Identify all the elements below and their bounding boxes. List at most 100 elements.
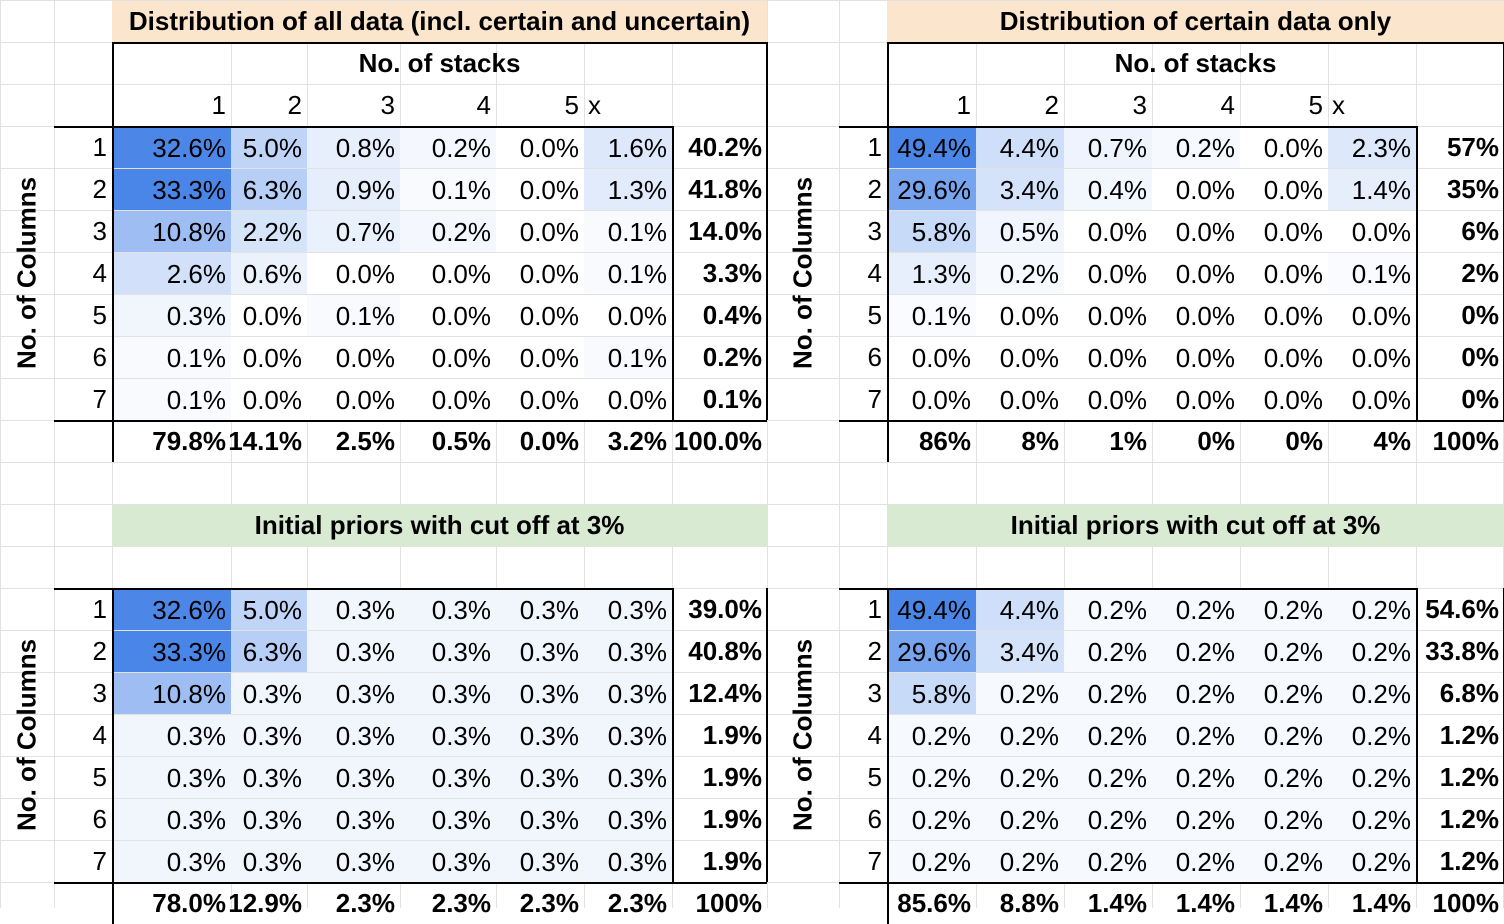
data-cell[interactable]: 0.0% [1152,379,1240,420]
data-cell[interactable]: 0.2% [1240,589,1328,630]
row-label[interactable]: 3 [92,678,107,708]
data-cell[interactable]: 5.0% [231,589,307,630]
data-cell[interactable]: 0.2% [1064,799,1152,840]
data-cell[interactable]: 0.0% [1240,379,1328,420]
data-cell[interactable]: 0.2% [1328,631,1416,672]
data-cell[interactable]: 0.0% [1064,337,1152,378]
data-cell[interactable]: 0.3% [400,757,496,798]
row-total[interactable]: 0.2% [702,342,762,372]
data-cell[interactable]: 0.0% [1152,253,1240,294]
column-header[interactable]: 3 [380,90,395,120]
data-cell[interactable]: 29.6% [887,169,976,210]
data-cell[interactable]: 0.3% [112,715,231,756]
row-label[interactable]: 6 [92,804,107,834]
column-total[interactable]: 2.5% [335,426,395,456]
data-cell[interactable]: 0.5% [976,211,1064,252]
data-cell[interactable]: 0.0% [1064,295,1152,336]
row-label[interactable]: 6 [867,804,882,834]
row-total[interactable]: 33.8% [1425,636,1499,666]
row-total[interactable]: 3.3% [702,258,762,288]
row-label[interactable]: 1 [92,594,107,624]
row-total[interactable]: 40.8% [688,636,762,666]
row-label[interactable]: 1 [867,594,882,624]
data-cell[interactable]: 0.3% [496,799,584,840]
data-cell[interactable]: 0.0% [496,337,584,378]
data-cell[interactable]: 0.0% [1240,253,1328,294]
data-cell[interactable]: 0.0% [496,211,584,252]
column-total[interactable]: 2.3% [431,888,491,918]
column-total[interactable]: 1% [1109,426,1147,456]
row-label[interactable]: 7 [92,846,107,876]
column-total[interactable]: 0% [1285,426,1323,456]
data-cell[interactable]: 0.3% [307,841,400,882]
row-label[interactable]: 2 [92,636,107,666]
column-total[interactable]: 0.0% [519,426,579,456]
column-total[interactable]: 8% [1021,426,1059,456]
data-cell[interactable]: 0.2% [1152,127,1240,168]
data-cell[interactable]: 0.3% [112,757,231,798]
column-total[interactable]: 2.3% [335,888,395,918]
data-cell[interactable]: 0.2% [887,757,976,798]
column-total[interactable]: 4% [1373,426,1411,456]
column-header[interactable]: 4 [476,90,491,120]
row-label[interactable]: 3 [92,216,107,246]
row-total[interactable]: 1.9% [702,804,762,834]
row-label[interactable]: 4 [867,720,882,750]
data-cell[interactable]: 0.3% [584,841,672,882]
data-cell[interactable]: 0.2% [1152,631,1240,672]
row-total[interactable]: 0% [1461,342,1499,372]
column-total[interactable]: 3.2% [607,426,667,456]
data-cell[interactable]: 0.2% [1328,715,1416,756]
data-cell[interactable]: 0.0% [1240,295,1328,336]
data-cell[interactable]: 0.3% [496,715,584,756]
data-cell[interactable]: 0.1% [112,337,231,378]
data-cell[interactable]: 0.0% [1064,379,1152,420]
data-cell[interactable]: 0.0% [1152,295,1240,336]
data-cell[interactable]: 0.3% [496,631,584,672]
row-total[interactable]: 41.8% [688,174,762,204]
column-header[interactable]: 5 [1308,90,1323,120]
data-cell[interactable]: 2.6% [112,253,231,294]
data-cell[interactable]: 0.3% [400,589,496,630]
data-cell[interactable]: 0.2% [887,841,976,882]
data-cell[interactable]: 0.8% [307,127,400,168]
data-cell[interactable]: 0.0% [400,295,496,336]
data-cell[interactable]: 0.1% [307,295,400,336]
row-total[interactable]: 35% [1446,174,1499,204]
data-cell[interactable]: 0.3% [584,715,672,756]
row-total[interactable]: 1.9% [702,762,762,792]
row-label[interactable]: 3 [867,216,882,246]
data-cell[interactable]: 1.4% [1328,169,1416,210]
data-cell[interactable]: 0.2% [976,715,1064,756]
row-label[interactable]: 2 [867,636,882,666]
data-cell[interactable]: 0.0% [1240,169,1328,210]
data-cell[interactable]: 0.0% [1152,211,1240,252]
data-cell[interactable]: 0.0% [400,337,496,378]
column-total[interactable]: 100.0% [673,426,762,456]
row-total[interactable]: 1.9% [702,846,762,876]
column-header[interactable]: 2 [1044,90,1059,120]
data-cell[interactable]: 0.2% [1064,673,1152,714]
row-label[interactable]: 1 [92,132,107,162]
row-label[interactable]: 7 [867,846,882,876]
row-total[interactable]: 40.2% [688,132,762,162]
column-header[interactable]: x [588,90,601,120]
data-cell[interactable]: 0.2% [1328,799,1416,840]
data-cell[interactable]: 1.6% [584,127,672,168]
column-header[interactable]: 2 [287,90,302,120]
data-cell[interactable]: 0.7% [307,211,400,252]
data-cell[interactable]: 0.0% [1328,379,1416,420]
data-cell[interactable]: 0.0% [1240,127,1328,168]
data-cell[interactable]: 0.2% [1240,631,1328,672]
column-total[interactable]: 0.5% [431,426,491,456]
data-cell[interactable]: 0.2% [976,673,1064,714]
data-cell[interactable]: 0.2% [976,253,1064,294]
column-total[interactable]: 8.8% [999,888,1059,918]
data-cell[interactable]: 29.6% [887,631,976,672]
data-cell[interactable]: 0.3% [231,799,307,840]
data-cell[interactable]: 0.0% [976,337,1064,378]
row-total[interactable]: 1.9% [702,720,762,750]
row-label[interactable]: 3 [867,678,882,708]
data-cell[interactable]: 0.0% [976,295,1064,336]
